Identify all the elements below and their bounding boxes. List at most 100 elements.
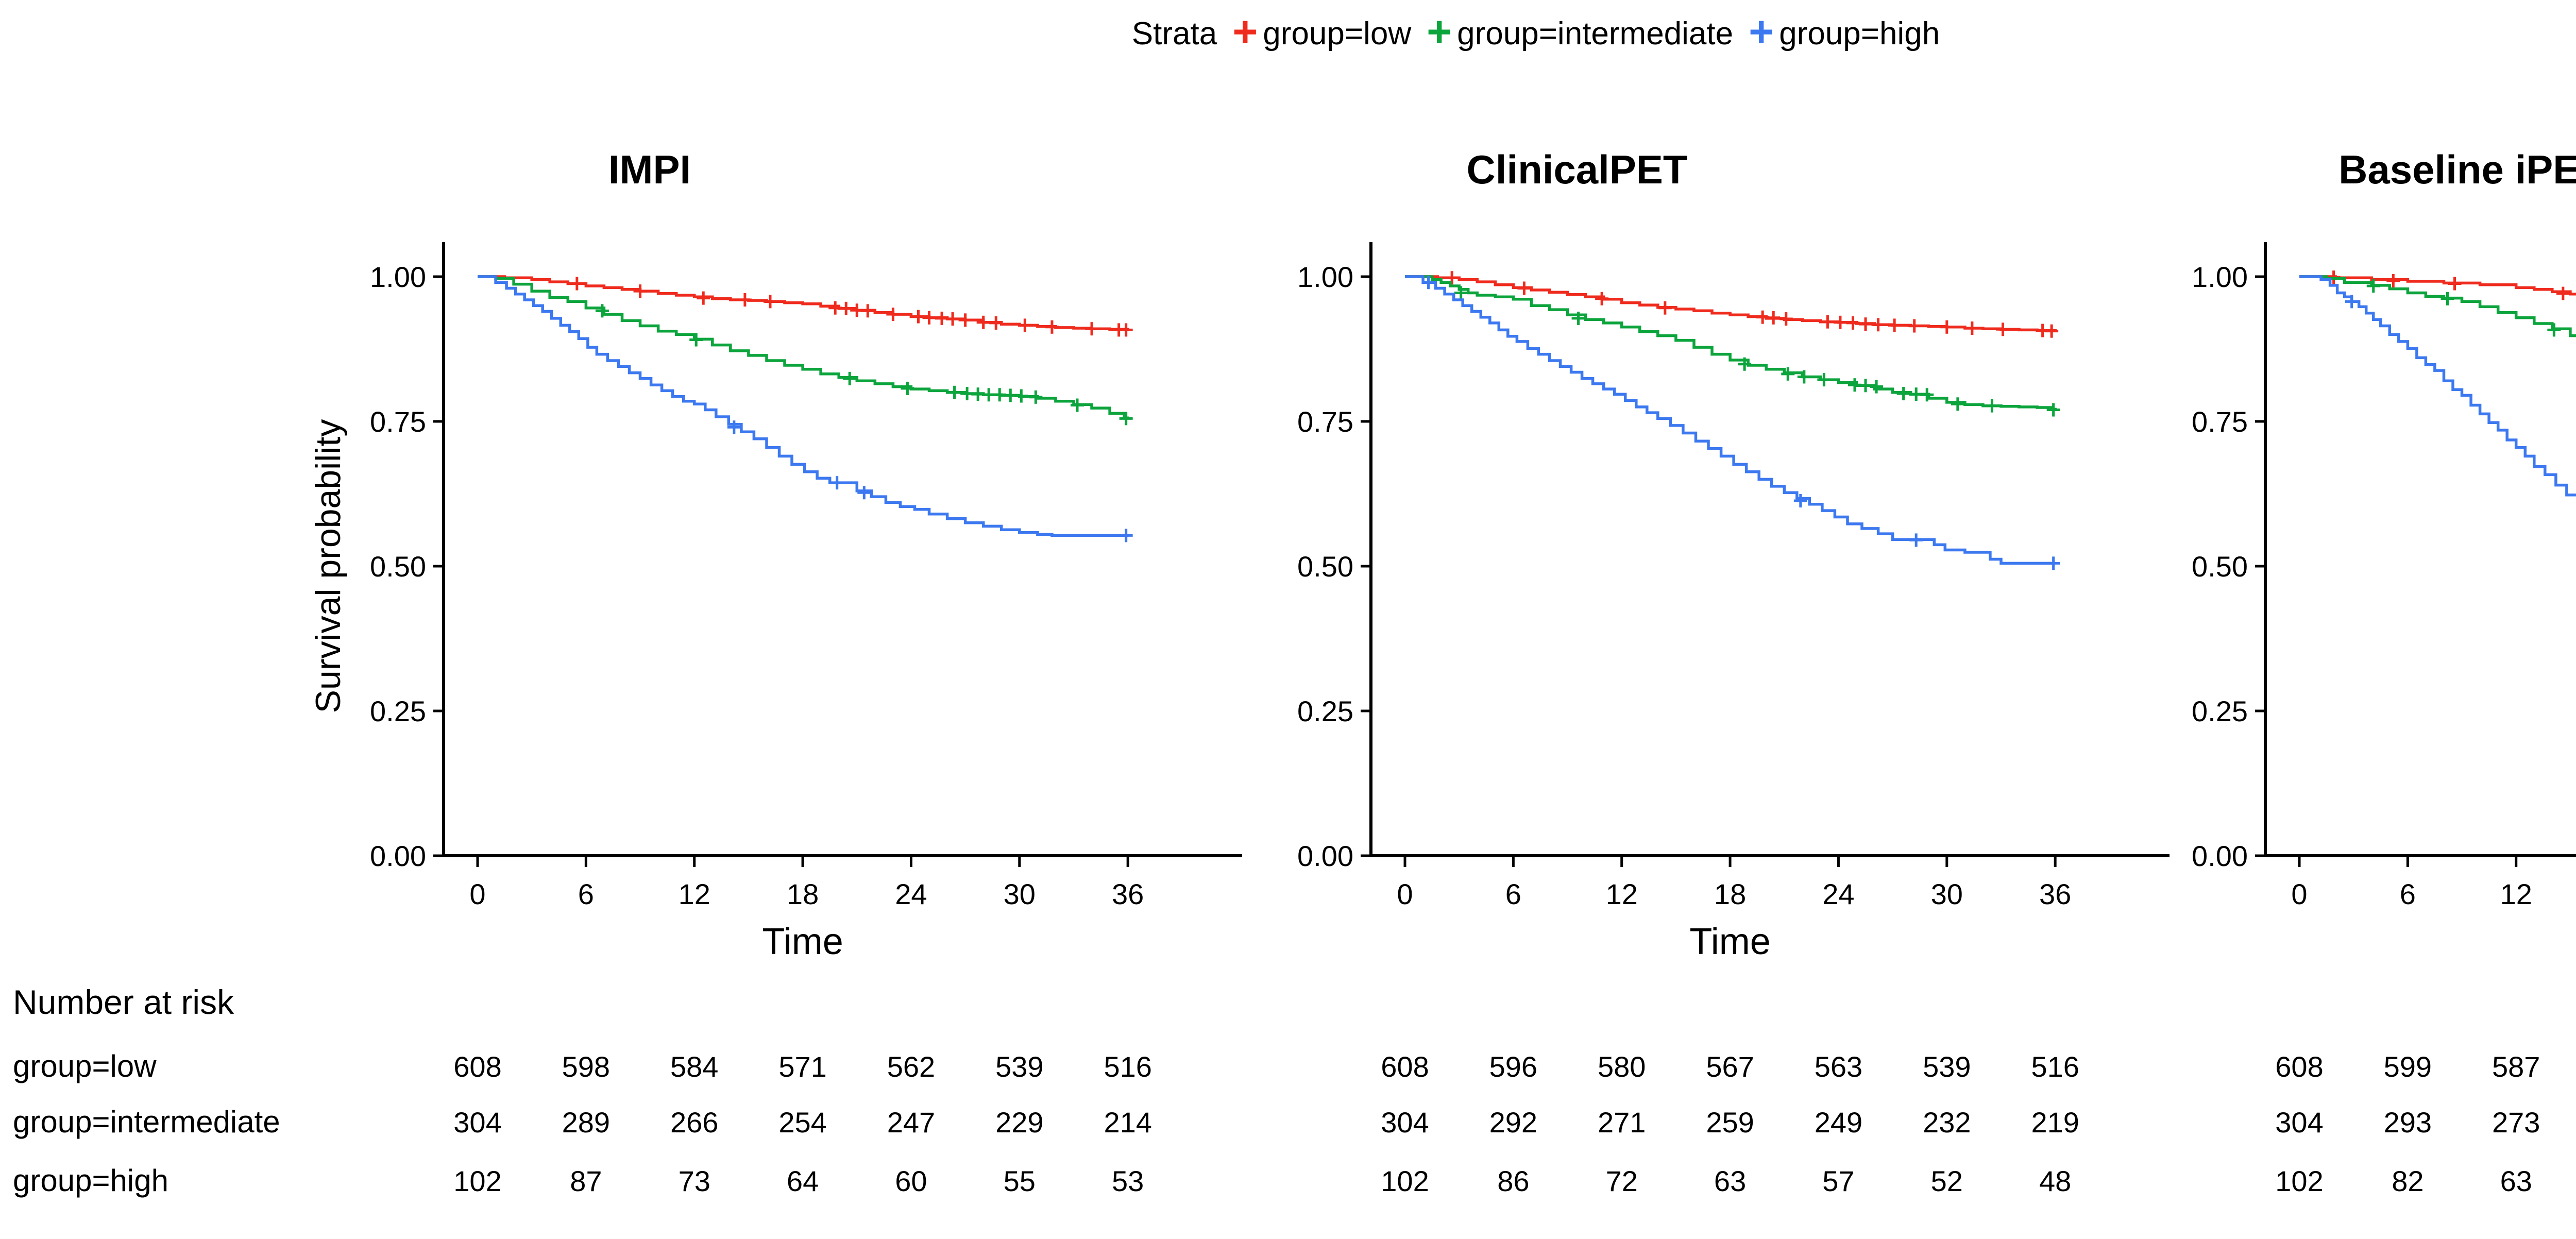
- y-tick-label: 0.25: [1297, 695, 1353, 727]
- risk-count: 86: [1497, 1165, 1529, 1197]
- y-tick-label: 0.00: [1297, 840, 1353, 872]
- x-tick-label: 12: [679, 878, 710, 910]
- survival-curve-low: [2299, 275, 2576, 296]
- y-tick-label: 1.00: [2192, 261, 2248, 293]
- x-tick-label: 18: [787, 878, 819, 910]
- risk-count: 539: [1923, 1050, 1971, 1083]
- risk-count: 304: [2275, 1106, 2323, 1139]
- risk-count: 516: [2031, 1050, 2079, 1083]
- risk-count: 48: [2039, 1165, 2071, 1197]
- x-tick-label: 36: [2039, 878, 2071, 910]
- x-tick-label: 12: [2500, 878, 2532, 910]
- y-tick-label: 0.75: [2192, 405, 2248, 438]
- legend-item-intermediate: + group=intermediate: [1427, 10, 1734, 54]
- risk-count: 102: [1381, 1165, 1429, 1197]
- x-tick-label: 36: [1112, 878, 1144, 910]
- legend-item-label: group=low: [1263, 16, 1412, 52]
- survival-curve-high: [1405, 275, 2056, 565]
- y-tick-label: 0.50: [2192, 550, 2248, 583]
- risk-count: 292: [1489, 1106, 1537, 1139]
- panel-title-ClinicalPET: ClinicalPET: [1466, 147, 1687, 192]
- risk-count: 57: [1822, 1165, 1854, 1197]
- risk-count: 229: [995, 1106, 1043, 1139]
- panel-title-Baseline-iPET: Baseline iPET: [2338, 147, 2576, 192]
- y-tick-label: 0.50: [370, 550, 426, 583]
- risk-count: 82: [2392, 1165, 2424, 1197]
- censor-plus-icon: +: [1749, 7, 1774, 56]
- y-tick-label: 1.00: [1297, 261, 1353, 293]
- legend-item-label: group=high: [1779, 16, 1940, 52]
- risk-count: 64: [787, 1165, 819, 1197]
- risk-count: 539: [995, 1050, 1043, 1083]
- x-tick-label: 6: [1505, 878, 1521, 910]
- survival-curve-intermediate: [2299, 275, 2576, 337]
- survival-curve-high: [478, 275, 1128, 537]
- x-tick-label: 30: [1004, 878, 1036, 910]
- risk-count: 608: [453, 1050, 501, 1083]
- risk-count: 63: [2500, 1165, 2532, 1197]
- risk-count: 73: [679, 1165, 710, 1197]
- risk-count: 273: [2492, 1106, 2540, 1139]
- x-tick-label: 12: [1606, 878, 1638, 910]
- x-tick-label: 24: [895, 878, 927, 910]
- x-axis-title: Time: [762, 921, 843, 962]
- legend-item-label: group=intermediate: [1457, 16, 1734, 52]
- survival-curve-intermediate: [1405, 275, 2057, 411]
- x-tick-label: 0: [1397, 878, 1413, 910]
- y-tick-label: 1.00: [370, 261, 426, 293]
- risk-count: 72: [1606, 1165, 1638, 1197]
- x-tick-label: 30: [1931, 878, 1963, 910]
- risk-count: 596: [1489, 1050, 1537, 1083]
- risk-count: 214: [1104, 1106, 1151, 1139]
- y-axis-title: Survival probability: [309, 419, 348, 714]
- risk-count: 587: [2492, 1050, 2540, 1083]
- censor-plus-icon: +: [1232, 7, 1258, 56]
- risk-row-label: group=low: [13, 1049, 157, 1083]
- risk-count: 219: [2031, 1106, 2079, 1139]
- risk-count: 60: [895, 1165, 927, 1197]
- risk-count: 232: [1923, 1106, 1971, 1139]
- risk-row-label: group=high: [13, 1163, 168, 1198]
- risk-count: 254: [778, 1106, 826, 1139]
- risk-count: 55: [1004, 1165, 1036, 1197]
- x-axis-title: Time: [1689, 921, 1770, 962]
- risk-count: 516: [1104, 1050, 1151, 1083]
- risk-count: 304: [453, 1106, 501, 1139]
- legend-title: Strata: [1131, 16, 1217, 52]
- x-tick-label: 6: [2400, 878, 2416, 910]
- risk-count: 562: [887, 1050, 935, 1083]
- risk-count: 102: [2275, 1165, 2323, 1197]
- legend-item-high: + group=high: [1749, 7, 1940, 56]
- y-tick-label: 0.25: [2192, 695, 2248, 727]
- x-tick-label: 24: [1822, 878, 1854, 910]
- y-tick-label: 0.00: [370, 840, 426, 872]
- risk-count: 271: [1598, 1106, 1646, 1139]
- x-tick-label: 18: [1714, 878, 1746, 910]
- strata-legend: Strata + group=low + group=intermediate + gro…: [0, 7, 2576, 56]
- panel-title-IMPI: IMPI: [608, 147, 691, 192]
- risk-count: 63: [1714, 1165, 1746, 1197]
- risk-count: 87: [570, 1165, 602, 1197]
- risk-count: 52: [1931, 1165, 1963, 1197]
- risk-count: 259: [1706, 1106, 1754, 1139]
- risk-count: 293: [2384, 1106, 2432, 1139]
- risk-count: 598: [562, 1050, 610, 1083]
- x-tick-label: 6: [578, 878, 594, 910]
- y-tick-label: 0.75: [370, 405, 426, 438]
- risk-count: 567: [1706, 1050, 1754, 1083]
- survival-curve-low: [1405, 275, 2057, 332]
- risk-row-label: group=intermediate: [13, 1105, 280, 1139]
- y-tick-label: 0.50: [1297, 550, 1353, 583]
- risk-count: 599: [2384, 1050, 2432, 1083]
- risk-count: 266: [670, 1106, 718, 1139]
- risk-count: 580: [1598, 1050, 1646, 1083]
- risk-count: 563: [1815, 1050, 1862, 1083]
- risk-table-header: Number at risk: [13, 983, 234, 1021]
- y-tick-label: 0.00: [2192, 840, 2248, 872]
- risk-count: 249: [1815, 1106, 1862, 1139]
- risk-count: 571: [778, 1050, 826, 1083]
- x-tick-label: 0: [469, 878, 485, 910]
- risk-count: 247: [887, 1106, 935, 1139]
